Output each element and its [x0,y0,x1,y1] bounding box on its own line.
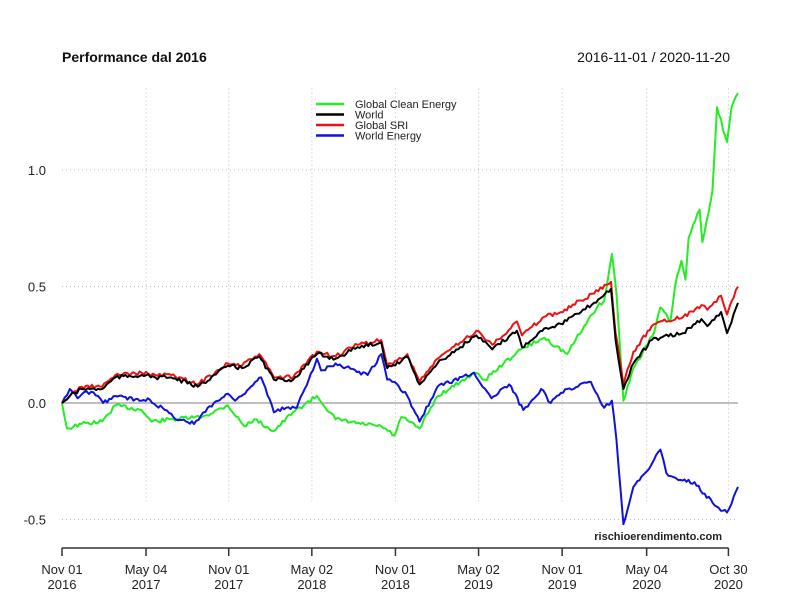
grid [62,88,738,520]
y-tick-label: 0.5 [28,280,46,295]
x-tick-label: Nov 01 [208,562,249,577]
x-tick-year: 2018 [381,577,410,592]
x-tick-year: 2017 [214,577,243,592]
watermark: rischioerendimento.com [594,531,722,543]
x-tick-year: 2020 [632,577,661,592]
legend-label: World [355,110,384,122]
y-tick-label: 1.0 [28,163,46,178]
series-line-global-sri [61,280,739,404]
x-tick-label: May 04 [125,562,168,577]
x-tick-year: 2019 [548,577,577,592]
date-range: 2016-11-01 / 2020-11-20 [577,49,730,65]
chart-title: Performance dal 2016 [62,49,207,65]
legend-label: Global SRI [355,120,408,132]
y-axis: -0.5 0.0 0.5 1.0 [24,163,46,528]
x-tick-label: Nov 01 [542,562,583,577]
y-tick-label: 0.0 [28,396,46,411]
x-tick-year: 2018 [297,577,326,592]
legend-label: Global Clean Energy [355,99,457,111]
series-line-world-energy [61,353,739,526]
y-tick-label: -0.5 [24,513,46,528]
x-tick-year: 2016 [48,577,77,592]
x-tick-label: May 02 [457,562,500,577]
x-tick-label: Nov 01 [375,562,416,577]
x-tick-label: Nov 01 [41,562,82,577]
series-line-world [61,287,739,404]
x-tick-year: 2020 [714,577,743,592]
x-tick-label: Oct 30 [709,562,747,577]
series-line-global-clean-energy [61,92,739,437]
x-tick-label: May 04 [625,562,668,577]
x-tick-label: May 02 [291,562,334,577]
x-tick-year: 2017 [132,577,161,592]
legend-label: World Energy [355,131,422,143]
series-group [61,92,739,526]
x-tick-year: 2019 [464,577,493,592]
